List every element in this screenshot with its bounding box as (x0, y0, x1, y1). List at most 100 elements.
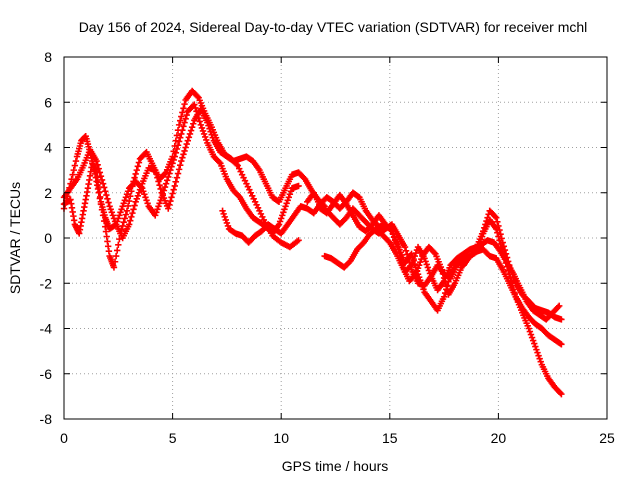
data-point (188, 123, 196, 131)
data-point (554, 303, 562, 311)
data-point (160, 187, 168, 194)
data-point (527, 331, 535, 338)
data-point (174, 142, 182, 149)
data-point (295, 182, 302, 190)
data-point (411, 272, 418, 279)
data-point (181, 147, 188, 155)
data-point (123, 191, 131, 198)
data-point (412, 271, 420, 278)
data-point (134, 163, 142, 170)
data-point (197, 121, 205, 129)
data-point (122, 211, 130, 218)
data-point (198, 124, 206, 132)
data-point (123, 207, 131, 215)
data-point (534, 349, 541, 356)
data-point (170, 156, 177, 164)
data-point (144, 200, 151, 207)
data-point (501, 246, 509, 254)
chart-title: Day 156 of 2024, Sidereal Day-to-day VTE… (79, 19, 588, 35)
data-point (97, 172, 105, 180)
data-point (282, 203, 289, 210)
data-point (154, 174, 161, 181)
data-point (412, 249, 420, 257)
data-point (208, 131, 215, 138)
x-tick-label: 10 (273, 430, 289, 446)
data-point (424, 264, 432, 271)
data-point (194, 111, 201, 118)
data-point (196, 118, 203, 125)
data-point (483, 217, 490, 225)
data-point (166, 201, 173, 209)
data-point (180, 105, 187, 112)
data-point (155, 178, 162, 185)
data-point (170, 186, 177, 193)
data-point (163, 177, 171, 184)
data-point (556, 302, 563, 310)
series-track-6 (304, 189, 565, 348)
data-point (156, 200, 163, 207)
data-point (166, 170, 173, 177)
data-point (186, 130, 194, 138)
data-point (190, 120, 197, 127)
data-point (158, 194, 165, 201)
data-point (105, 199, 112, 206)
data-point (495, 222, 502, 230)
data-point (111, 258, 119, 265)
data-point (414, 264, 422, 272)
plot-frame (63, 56, 608, 420)
data-point (536, 355, 543, 362)
data-point (125, 221, 133, 228)
data-point (192, 104, 199, 112)
data-point (183, 111, 190, 119)
y-tick-label: -4 (40, 321, 53, 337)
data-point (168, 194, 175, 201)
data-point (174, 170, 182, 177)
data-point (537, 358, 544, 365)
data-point (135, 159, 143, 166)
data-point (392, 237, 399, 244)
data-point (177, 117, 184, 124)
data-point (200, 130, 208, 138)
series-track-2 (60, 105, 328, 242)
data-point (141, 191, 148, 198)
data-point (128, 213, 135, 221)
x-axis-ticks: 0 5 10 15 20 25 (60, 57, 615, 446)
data-series (60, 87, 565, 398)
data-point (281, 206, 288, 213)
data-point (206, 125, 213, 132)
data-point (533, 346, 540, 353)
data-point (132, 170, 139, 178)
data-point (169, 160, 176, 167)
data-point (72, 157, 80, 165)
data-point (107, 206, 114, 213)
data-point (171, 153, 178, 160)
data-point (183, 140, 190, 148)
data-point (68, 175, 75, 183)
data-point (402, 247, 410, 255)
data-point (118, 206, 125, 213)
data-point (222, 216, 230, 224)
data-point (109, 212, 117, 219)
data-point (103, 191, 110, 199)
x-tick-label: 5 (169, 430, 177, 446)
data-point (115, 241, 122, 248)
data-point (127, 217, 134, 224)
data-point (531, 340, 538, 347)
data-point (431, 249, 438, 256)
data-point (140, 188, 147, 195)
y-tick-label: 2 (44, 185, 52, 201)
data-point (280, 209, 287, 216)
data-point (405, 255, 412, 262)
data-point (295, 237, 302, 244)
data-point (182, 115, 189, 123)
data-point (110, 264, 118, 271)
data-point (102, 188, 109, 195)
data-point (180, 123, 187, 130)
data-point (191, 101, 198, 108)
data-point (116, 212, 123, 219)
data-point (152, 166, 159, 174)
data-point (439, 270, 447, 278)
data-point (175, 121, 183, 129)
data-point (178, 130, 185, 138)
data-point (132, 198, 139, 205)
